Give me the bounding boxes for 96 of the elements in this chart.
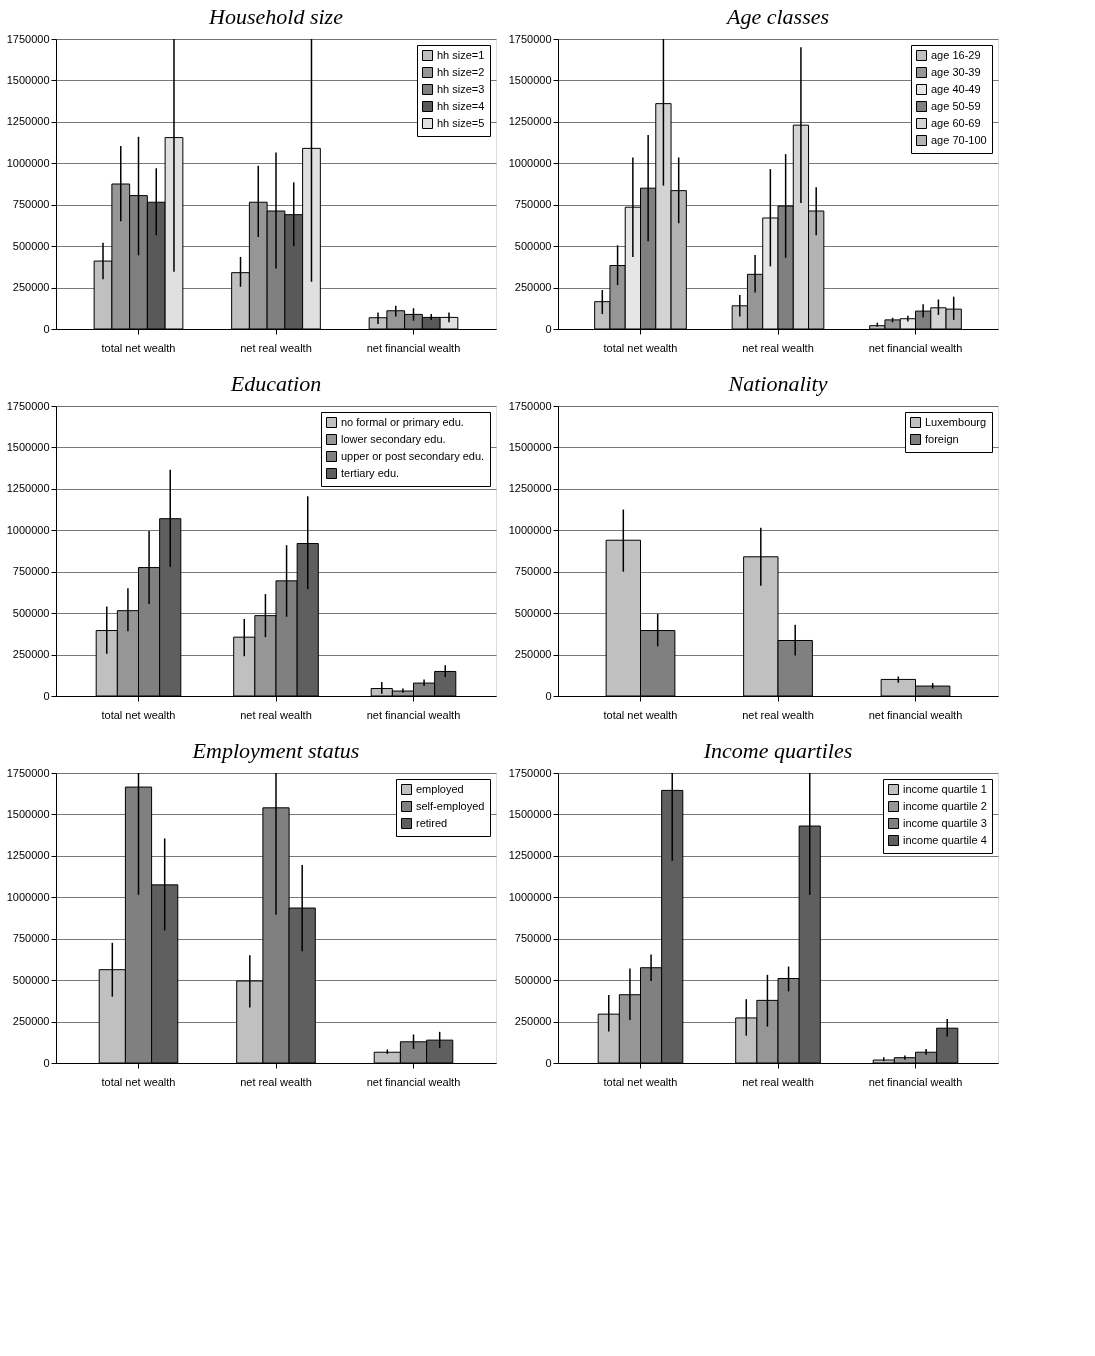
x-tick-label: net financial wealth: [868, 341, 963, 354]
legend-label: employed: [416, 782, 464, 795]
legend-label: hh size=3: [437, 82, 485, 95]
legend-label: hh size=5: [437, 116, 485, 129]
chart-title: Employment status: [191, 738, 360, 763]
y-tick-label: 750000: [12, 565, 50, 578]
legend-label: self-employed: [416, 799, 485, 812]
y-tick-label: 750000: [514, 565, 552, 578]
x-tick-label: net real wealth: [240, 708, 312, 721]
y-tick-label: 1750000: [508, 766, 552, 779]
y-tick-label: 1250000: [508, 849, 552, 862]
legend-label: Luxembourg: [925, 415, 987, 428]
y-tick-label: 1500000: [508, 807, 552, 820]
chart-title: Age classes: [724, 4, 830, 29]
legend-label: income quartile 3: [903, 816, 987, 829]
y-tick-label: 250000: [514, 648, 552, 661]
y-tick-label: 0: [545, 1056, 552, 1069]
y-tick-label: 0: [545, 322, 552, 335]
y-tick-label: 250000: [12, 1015, 50, 1028]
y-tick-label: 500000: [12, 606, 50, 619]
x-tick-label: total net wealth: [603, 708, 678, 721]
y-tick-label: 1250000: [508, 115, 552, 128]
y-tick-label: 1250000: [6, 115, 50, 128]
legend-label: income quartile 4: [903, 833, 987, 846]
x-tick-label: total net wealth: [101, 1075, 176, 1088]
y-tick-label: 1000000: [508, 890, 552, 903]
x-tick-label: net financial wealth: [868, 708, 963, 721]
y-tick-label: 1500000: [6, 807, 50, 820]
chart-title: Nationality: [727, 371, 828, 396]
y-tick-label: 1500000: [6, 73, 50, 86]
y-tick-label: 1000000: [508, 156, 552, 169]
y-tick-label: 250000: [514, 1015, 552, 1028]
y-tick-label: 1250000: [6, 849, 50, 862]
legend-label: upper or post secondary edu.: [341, 449, 485, 462]
legend-label: age 50-59: [931, 99, 981, 112]
x-tick-label: net real wealth: [742, 708, 814, 721]
x-tick-label: net real wealth: [240, 1075, 312, 1088]
y-tick-label: 1750000: [6, 399, 50, 412]
x-tick-label: total net wealth: [603, 1075, 678, 1088]
y-tick-label: 1000000: [6, 890, 50, 903]
x-tick-label: net financial wealth: [366, 708, 461, 721]
y-tick-label: 750000: [514, 198, 552, 211]
x-tick-label: net financial wealth: [868, 1075, 963, 1088]
y-tick-label: 1250000: [6, 482, 50, 495]
y-tick-label: 500000: [12, 973, 50, 986]
y-tick-label: 500000: [12, 239, 50, 252]
y-tick-label: 1750000: [6, 766, 50, 779]
chart-title: Household size: [208, 4, 344, 29]
legend-label: age 30-39: [931, 65, 981, 78]
y-tick-label: 1500000: [6, 440, 50, 453]
y-tick-label: 500000: [514, 606, 552, 619]
y-tick-label: 1500000: [508, 440, 552, 453]
chart-title: Education: [229, 371, 322, 396]
y-tick-label: 1750000: [508, 32, 552, 45]
legend-label: retired: [416, 816, 448, 829]
legend-label: hh size=1: [437, 48, 485, 61]
legend-label: no formal or primary edu.: [341, 415, 464, 428]
x-tick-label: net real wealth: [742, 341, 814, 354]
legend-label: age 40-49: [931, 82, 981, 95]
legend-label: lower secondary edu.: [341, 432, 446, 445]
legend-label: tertiary edu.: [341, 466, 400, 479]
legend-label: age 60-69: [931, 116, 981, 129]
chart-title: Income quartiles: [702, 738, 853, 763]
x-tick-label: total net wealth: [603, 341, 678, 354]
y-tick-label: 0: [43, 1056, 50, 1069]
y-tick-label: 0: [43, 322, 50, 335]
y-tick-label: 1250000: [508, 482, 552, 495]
legend-label: hh size=4: [437, 99, 485, 112]
y-tick-label: 0: [545, 689, 552, 702]
y-tick-label: 1000000: [6, 156, 50, 169]
legend-label: age 16-29: [931, 48, 981, 61]
x-tick-label: net real wealth: [240, 341, 312, 354]
y-tick-label: 750000: [514, 932, 552, 945]
y-tick-label: 750000: [12, 198, 50, 211]
x-tick-label: net real wealth: [742, 1075, 814, 1088]
y-tick-label: 0: [43, 689, 50, 702]
legend-label: income quartile 2: [903, 799, 987, 812]
x-tick-label: net financial wealth: [366, 1075, 461, 1088]
y-tick-label: 1500000: [508, 73, 552, 86]
x-tick-label: total net wealth: [101, 708, 176, 721]
y-tick-label: 250000: [12, 648, 50, 661]
y-tick-label: 1000000: [6, 523, 50, 536]
y-tick-label: 500000: [514, 239, 552, 252]
legend-label: hh size=2: [437, 65, 485, 78]
y-tick-label: 1750000: [6, 32, 50, 45]
y-tick-label: 250000: [12, 281, 50, 294]
x-tick-label: total net wealth: [101, 341, 176, 354]
x-tick-label: net financial wealth: [366, 341, 461, 354]
legend-label: age 70-100: [931, 133, 987, 146]
legend-label: foreign: [925, 432, 959, 445]
y-tick-label: 500000: [514, 973, 552, 986]
legend-label: income quartile 1: [903, 782, 987, 795]
y-tick-label: 250000: [514, 281, 552, 294]
y-tick-label: 1750000: [508, 399, 552, 412]
y-tick-label: 750000: [12, 932, 50, 945]
y-tick-label: 1000000: [508, 523, 552, 536]
